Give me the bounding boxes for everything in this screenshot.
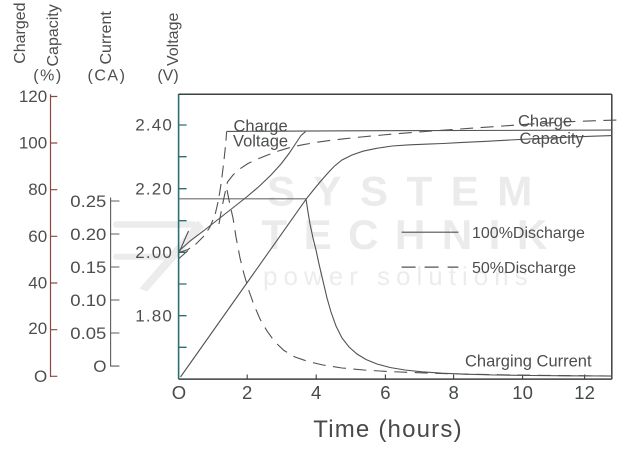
svg-text:power solutions: power solutions bbox=[263, 261, 534, 291]
svg-text:(V): (V) bbox=[157, 68, 178, 85]
svg-text:0.20: 0.20 bbox=[70, 225, 106, 244]
svg-text:2.20: 2.20 bbox=[135, 179, 172, 198]
svg-text:100: 100 bbox=[19, 134, 47, 153]
svg-text:Charged: Charged bbox=[12, 2, 29, 63]
svg-text:40: 40 bbox=[28, 274, 47, 293]
svg-text:Charging Current: Charging Current bbox=[465, 352, 592, 370]
svg-text:Charge: Charge bbox=[234, 117, 288, 135]
svg-text:2.00: 2.00 bbox=[135, 243, 172, 262]
svg-text:O: O bbox=[93, 357, 106, 376]
svg-text:Voltage: Voltage bbox=[233, 133, 288, 151]
svg-text:2.40: 2.40 bbox=[135, 116, 172, 135]
svg-text:6: 6 bbox=[380, 382, 390, 403]
svg-text:O: O bbox=[34, 367, 47, 386]
svg-text:60: 60 bbox=[28, 227, 47, 246]
svg-text:2: 2 bbox=[242, 382, 252, 403]
svg-text:10: 10 bbox=[512, 382, 533, 403]
svg-text:0.15: 0.15 bbox=[70, 258, 106, 277]
svg-text:0.10: 0.10 bbox=[70, 291, 106, 310]
svg-text:Current: Current bbox=[98, 11, 115, 65]
svg-text:0.25: 0.25 bbox=[70, 192, 106, 211]
svg-text:O: O bbox=[172, 382, 186, 403]
svg-text:Charge: Charge bbox=[518, 112, 572, 130]
svg-text:(%): (%) bbox=[33, 68, 62, 85]
svg-text:20: 20 bbox=[28, 319, 47, 338]
svg-text:(CA): (CA) bbox=[88, 68, 127, 85]
svg-text:100%Discharge: 100%Discharge bbox=[472, 225, 585, 242]
svg-text:Capacity: Capacity bbox=[45, 4, 62, 66]
svg-text:Capacity: Capacity bbox=[520, 130, 585, 148]
svg-text:120: 120 bbox=[19, 87, 47, 106]
svg-text:4: 4 bbox=[311, 382, 321, 403]
svg-text:0.05: 0.05 bbox=[70, 324, 106, 343]
svg-text:Voltage: Voltage bbox=[165, 13, 182, 66]
svg-text:50%Discharge: 50%Discharge bbox=[472, 260, 576, 277]
svg-text:Time (hours): Time (hours) bbox=[313, 416, 463, 443]
svg-text:80: 80 bbox=[28, 180, 47, 199]
svg-text:1.80: 1.80 bbox=[135, 306, 172, 325]
svg-text:8: 8 bbox=[448, 382, 458, 403]
svg-text:SYSTEM: SYSTEM bbox=[267, 168, 551, 215]
svg-text:12: 12 bbox=[574, 382, 595, 403]
